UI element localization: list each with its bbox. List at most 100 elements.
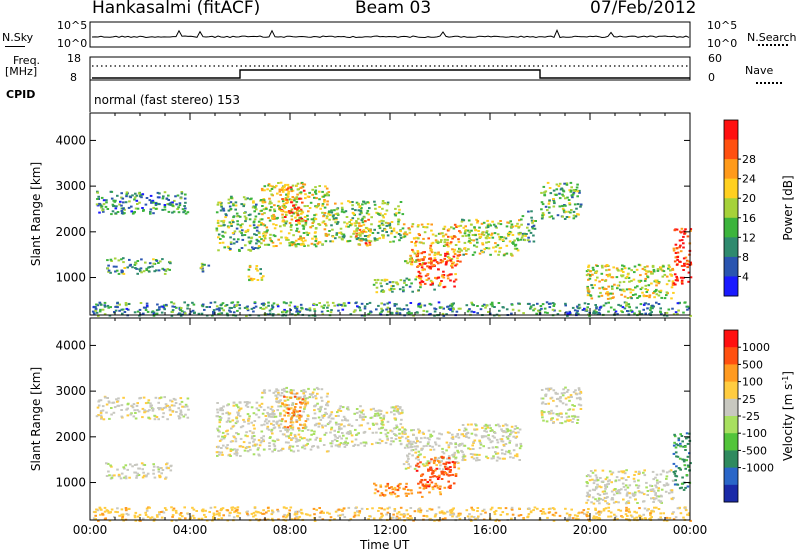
power-echo-region	[415, 251, 458, 289]
colorbar-tick-label: 500	[742, 358, 763, 371]
freq-tick-bottom: 8	[70, 71, 77, 84]
nsky-tick-top: 10^5	[57, 19, 88, 32]
velocity-echo-region	[327, 405, 404, 448]
y-tick-label: 3000	[55, 179, 86, 193]
freq-trace	[92, 69, 690, 79]
y-tick-label: 1000	[55, 476, 86, 490]
colorbar-swatch	[724, 139, 738, 160]
x-tick-label: 08:00	[273, 523, 308, 537]
power-echo-region	[585, 263, 675, 300]
y-axis-label: Slant Range [km]	[29, 367, 43, 471]
x-tick-label: 12:00	[373, 523, 408, 537]
y-tick-label: 1000	[55, 271, 86, 285]
freq-label-2: [MHz]	[5, 65, 38, 78]
power-echo-region	[540, 181, 583, 220]
x-tick-label: 16:00	[473, 523, 508, 537]
nsky-label: N.Sky	[2, 31, 34, 44]
colorbar-tick-label: -25	[742, 410, 760, 423]
summary-strips	[89, 21, 691, 112]
y-tick-label: 4000	[55, 133, 86, 147]
colorbar-swatch	[724, 467, 738, 486]
velocity-echo-region	[260, 386, 331, 453]
freq-label-1: Freq.	[13, 54, 41, 67]
nave-label: Nave	[745, 64, 774, 77]
colorbar-tick-label: 16	[742, 212, 756, 225]
beam-title: Beam 03	[355, 0, 432, 18]
colorbar-swatch	[724, 330, 738, 348]
velocity-echo-region	[415, 455, 458, 489]
colorbar-tick-label: 4	[742, 270, 749, 283]
y-axis-label: Slant Range [km]	[29, 162, 43, 266]
x-tick-label: 20:00	[573, 523, 608, 537]
power-colorbar: 4 8 12 16 20 24 28 Power [dB]	[723, 119, 795, 297]
colorbar-swatch	[724, 159, 738, 180]
power-echo-region	[520, 210, 537, 243]
power-echo-region	[247, 264, 265, 282]
power-echo-region	[402, 223, 463, 266]
velocity-echo-region	[215, 401, 263, 457]
colorbar-swatch	[724, 120, 738, 141]
velocity-echo-region	[540, 386, 583, 425]
power-echo-region	[355, 218, 373, 247]
y-tick-label: 3000	[55, 384, 86, 398]
colorbar-swatch	[724, 217, 738, 238]
colorbar-swatch	[724, 198, 738, 219]
power-plot-area	[90, 113, 690, 315]
colorbar-swatch	[724, 381, 738, 400]
velocity-echo-region	[585, 469, 675, 506]
nsearch-legend-line	[758, 44, 788, 46]
power-echo-region	[460, 218, 523, 257]
velocity-echo-region	[402, 428, 462, 471]
y-tick-label: 4000	[55, 338, 86, 352]
colorbar-tick-label: 20	[742, 192, 756, 205]
y-tick-label: 2000	[55, 430, 86, 444]
colorbar-tick-label: -1000	[742, 462, 774, 475]
colorbar-swatch	[724, 364, 738, 383]
nsearch-tick-bottom: 10^0	[707, 37, 738, 50]
colorbar-swatch	[724, 450, 738, 469]
colorbar-swatch	[724, 416, 738, 434]
nsky-trace	[91, 29, 690, 39]
date-title: 07/Feb/2012	[590, 0, 697, 18]
colorbar-tick-label: 28	[742, 153, 756, 166]
nsearch-tick-top: 10^5	[707, 19, 738, 32]
colorbar-swatch	[724, 484, 738, 503]
colorbar-swatch	[724, 178, 738, 199]
colorbar-tick-label: 12	[742, 231, 756, 244]
velocity-echo-region	[95, 395, 190, 421]
nave-tick-top: 60	[708, 52, 722, 65]
nave-legend-line	[756, 82, 782, 84]
x-tick-label: 00:00	[73, 523, 108, 537]
colorbar-swatch	[724, 237, 738, 258]
power-echo-region	[672, 227, 693, 286]
y-tick-label: 2000	[55, 225, 86, 239]
power-echo-region	[95, 190, 190, 216]
time-axis: 00:00 04:00 08:00 12:00 16:00 20:00 00:00	[73, 523, 708, 537]
velocity-echo-region	[281, 391, 308, 430]
power-echo-region	[280, 186, 308, 225]
velocity-colorbar: 1000 500 100 25 -25 -100 -500 -1000 Velocity [m …	[723, 329, 795, 503]
nsky-strip-frame	[89, 21, 691, 48]
colorbar-tick-label: 24	[742, 173, 756, 186]
colorbar-label: Velocity [m s-1]	[781, 371, 795, 461]
power-echo-region	[106, 257, 172, 275]
colorbar-swatch	[724, 276, 738, 297]
power-echo-region	[199, 262, 211, 273]
power-heatmap: 1000 2000 3000 4000 Slant Range [km] 4 8 12 16 20…	[29, 112, 795, 317]
colorbar-swatch	[724, 398, 738, 417]
colorbar-swatch	[724, 347, 738, 365]
colorbar-tick-label: 1000	[742, 341, 770, 354]
power-echo-region	[215, 195, 263, 252]
x-tick-label: 00:00	[673, 523, 708, 537]
x-axis-label: Time UT	[360, 538, 410, 552]
station-title: Hankasalmi (fitACF)	[92, 0, 261, 18]
power-echo-region	[260, 181, 331, 248]
nsky-legend-line	[5, 46, 25, 47]
cpid-label: CPID	[6, 88, 36, 101]
colorbar-tick-label: 25	[742, 393, 756, 406]
nsky-tick-bottom: 10^0	[57, 37, 88, 50]
colorbar-tick-label: -100	[742, 427, 767, 440]
freq-tick-top: 18	[67, 52, 81, 65]
